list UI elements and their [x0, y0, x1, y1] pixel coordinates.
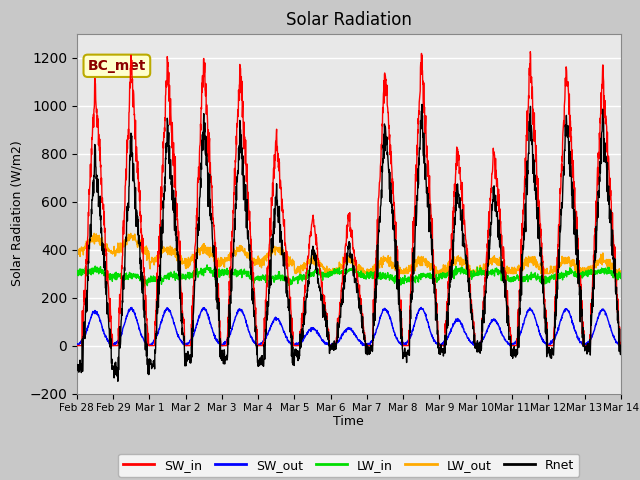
- Legend: SW_in, SW_out, LW_in, LW_out, Rnet: SW_in, SW_out, LW_in, LW_out, Rnet: [118, 454, 579, 477]
- Title: Solar Radiation: Solar Radiation: [286, 11, 412, 29]
- Y-axis label: Solar Radiation (W/m2): Solar Radiation (W/m2): [11, 141, 24, 287]
- Text: BC_met: BC_met: [88, 59, 146, 73]
- X-axis label: Time: Time: [333, 415, 364, 428]
